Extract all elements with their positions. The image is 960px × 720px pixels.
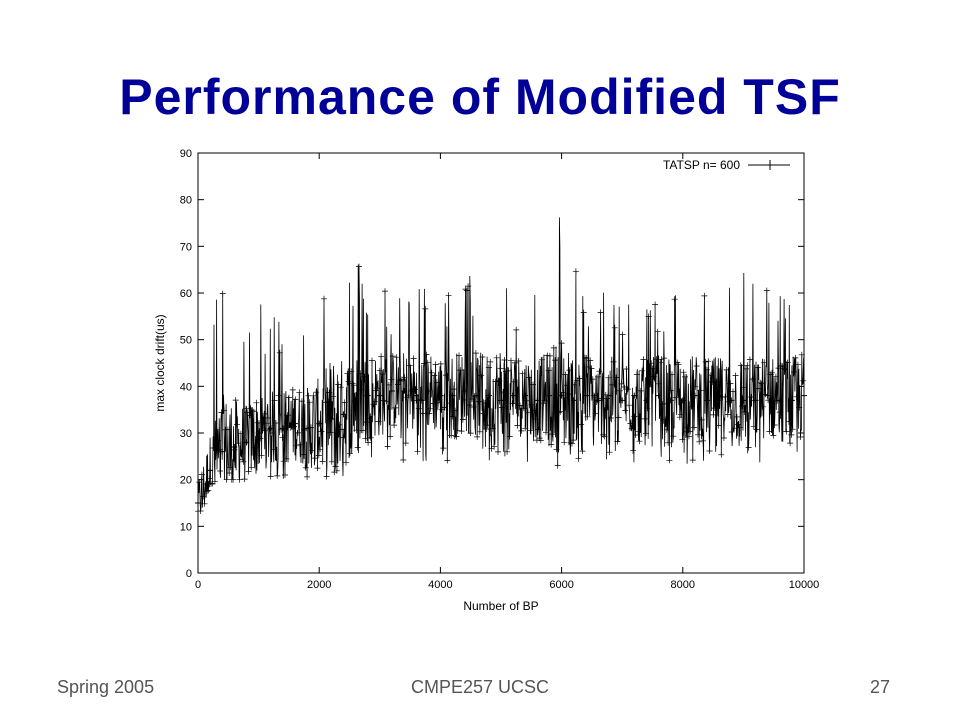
data-point [679,397,686,404]
data-point [291,420,298,427]
data-point [207,467,214,474]
data-point [340,411,347,418]
data-point [534,397,541,404]
y-axis-label: max clock drift(us) [153,314,167,411]
x-tick-label: 8000 [671,579,695,591]
data-point [776,397,783,404]
data-point [401,388,408,394]
x-tick-label: 0 [195,579,201,591]
data-point [364,392,371,399]
plot-frame [197,152,805,574]
data-point [740,397,747,404]
footer-page-number: 27 [869,677,890,697]
data-point [607,392,614,399]
data-point [437,392,444,399]
data-point [570,397,577,404]
data-point [461,388,468,394]
data-point [243,439,250,446]
slide-title: Performance of Modified TSF [119,69,841,125]
y-tick-label: 70 [180,241,192,253]
y-tick-label: 80 [180,195,192,207]
data-point [328,416,335,422]
data-point [231,444,238,450]
data-point [449,392,456,399]
data-point [619,397,626,404]
data-point [376,392,383,399]
series-line [197,217,805,512]
data-point [388,388,395,394]
data-point [267,425,274,432]
data-point [219,448,226,455]
data-point [643,397,650,404]
data-point [413,392,420,399]
data-point [764,392,771,399]
data-point [255,430,262,436]
x-tick-label: 10000 [789,579,820,591]
legend-marker-sample [765,160,775,170]
data-point [788,397,795,404]
legend: TATSP n= 600 [663,158,790,172]
footer-term: Spring 2005 [57,677,155,697]
data-point [498,397,504,404]
x-tick-label: 6000 [549,579,573,591]
y-tick-label: 10 [180,521,192,533]
data-point [485,392,492,399]
chart: 0 2000 4000 6000 8000 10000 0 10 20 30 40 50 60 70 80 9… [153,148,820,613]
data-point [752,397,759,404]
x-tick-label: 4000 [428,579,452,591]
y-tick-label: 40 [180,381,192,393]
y-tick-label: 20 [180,475,192,487]
data-point [655,392,662,399]
data-point [691,392,698,399]
data-point [510,392,517,399]
data-point [522,392,529,399]
y-tick-label: 30 [180,428,192,440]
data-point [316,420,323,427]
data-point [594,397,601,404]
data-point [473,392,480,399]
y-tick-label: 0 [186,568,192,580]
axis-ticks: 0 2000 4000 6000 8000 10000 0 10 20 30 40 50 60 70 80 9… [180,148,820,591]
data-point [582,392,589,399]
y-tick-label: 50 [180,335,192,347]
y-tick-label: 90 [180,148,192,160]
data-point [425,388,432,394]
x-axis-label: Number of BP [463,599,538,613]
legend-label: TATSP n= 600 [663,158,740,172]
footer-course: CMPE257 UCSC [410,677,550,697]
y-tick-label: 60 [180,288,192,300]
data-point [304,425,311,432]
data-point [631,392,638,399]
data-point [352,397,359,404]
data-point [279,425,286,432]
x-tick-label: 2000 [307,579,331,591]
data-point [728,397,735,404]
data-point [704,397,711,404]
data-point [546,392,553,399]
data-point [667,397,674,404]
plot-marks [195,217,807,515]
data-point [716,392,723,399]
data-point [558,392,565,399]
